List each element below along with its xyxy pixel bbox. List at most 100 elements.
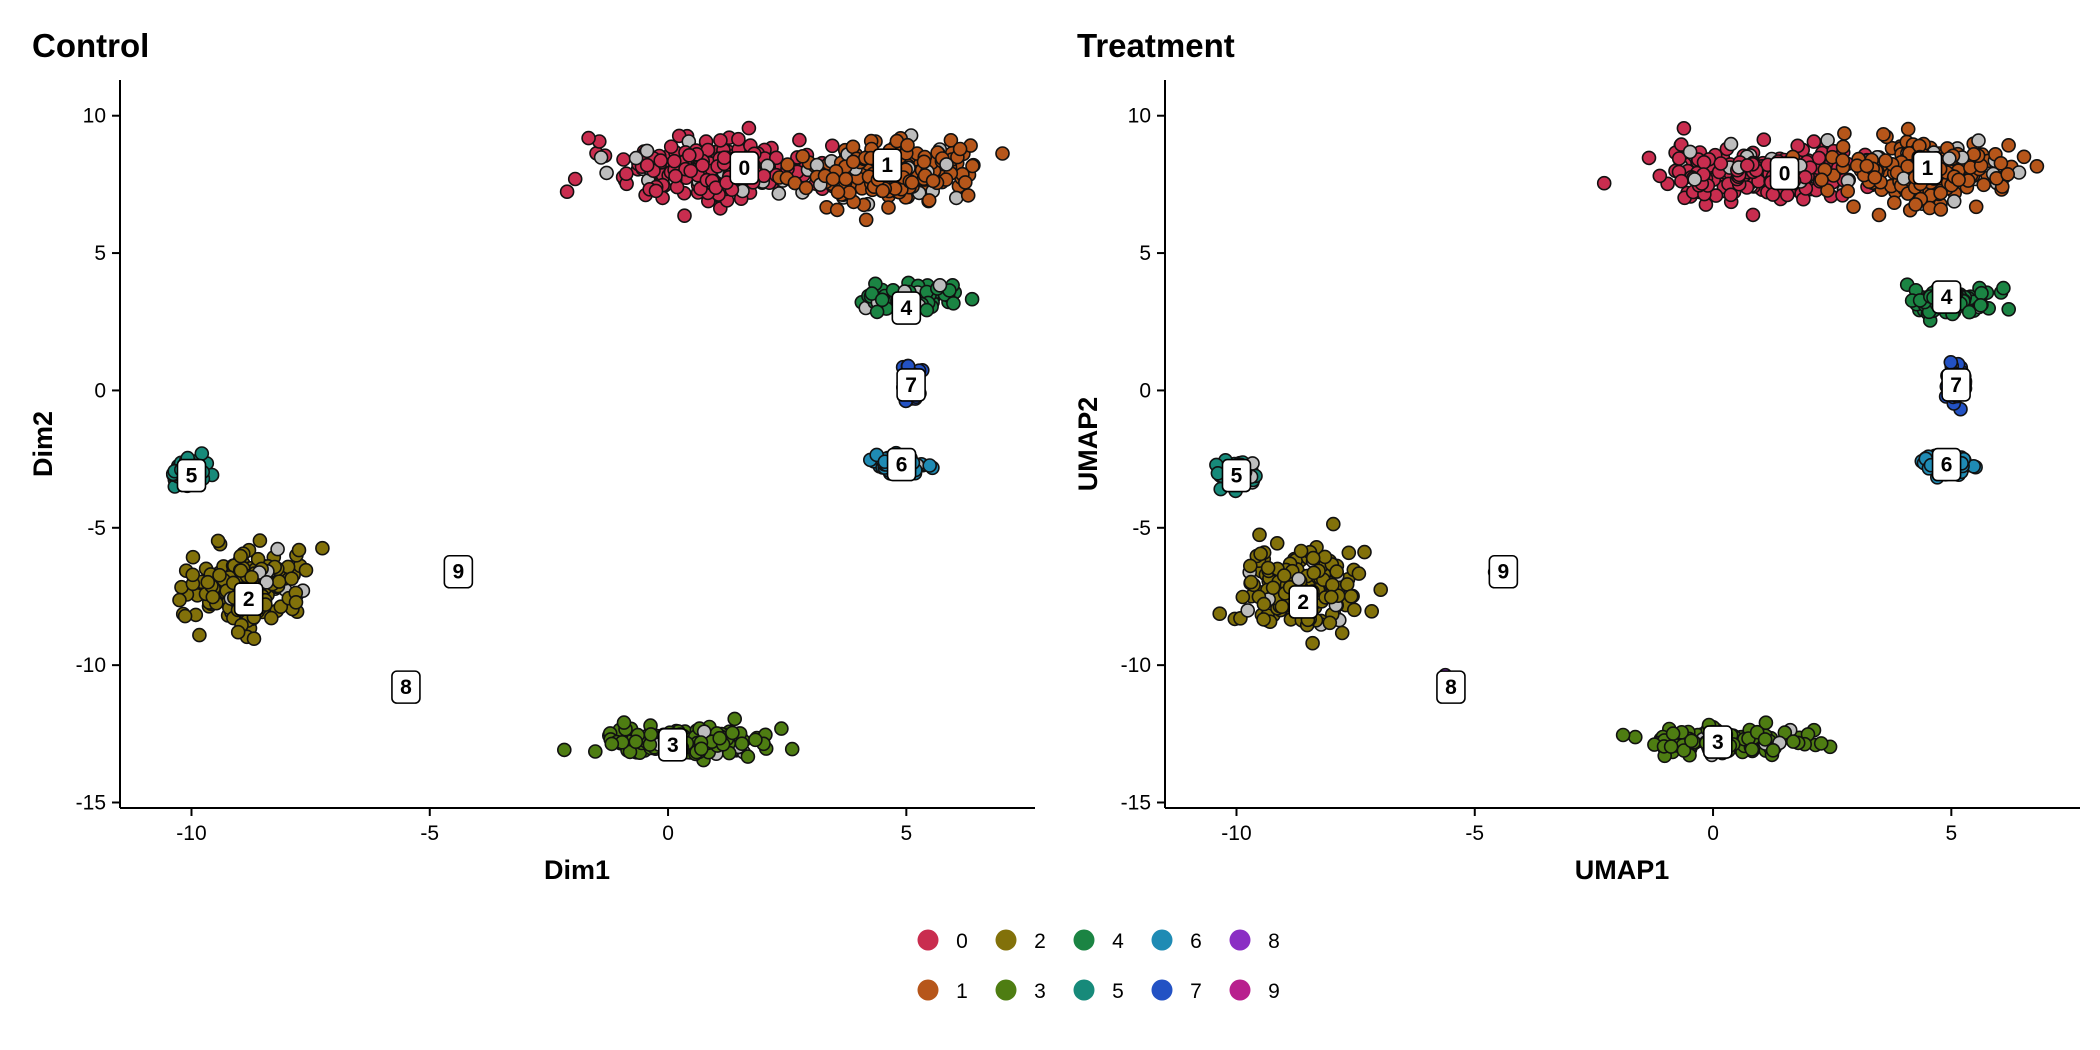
legend-swatch (917, 979, 939, 1001)
data-point-cluster-0 (1596, 175, 1612, 191)
data-point-cluster-2 (172, 592, 187, 608)
legend-label: 3 (1034, 980, 1046, 1003)
x-tick-label: -10 (1221, 822, 1251, 845)
data-point-cluster-0 (1780, 187, 1795, 203)
data-point-cluster-3 (774, 721, 789, 736)
data-point-cluster-4 (1973, 297, 1988, 313)
legend-swatch (995, 979, 1017, 1001)
y-tick-label: 0 (1139, 379, 1151, 402)
data-point-cluster-1 (2001, 138, 2016, 153)
cluster-label-box (886, 447, 917, 482)
cluster-label-3: 3 (1703, 725, 1733, 759)
y-tick-label: -10 (1121, 654, 1151, 677)
data-point-cluster-1 (948, 190, 964, 206)
data-point-cluster-1 (1846, 199, 1861, 214)
data-point-cluster-3 (1758, 715, 1774, 731)
cluster-label-8: 8 (391, 670, 421, 704)
data-point-cluster-2 (1212, 606, 1227, 622)
data-point-cluster-1 (943, 133, 959, 148)
data-point-cluster-2 (1339, 577, 1355, 592)
data-point-cluster-1 (829, 202, 845, 218)
cluster-label-text: 0 (738, 157, 750, 180)
data-point-cluster-0 (716, 150, 732, 165)
data-point-cluster-2 (200, 574, 216, 590)
cluster-label-text: 7 (1950, 374, 1962, 397)
data-point-cluster-2 (1256, 596, 1272, 612)
data-point-cluster-2 (1243, 574, 1259, 590)
data-point-cluster-0 (648, 183, 664, 199)
cluster-label-box (443, 554, 474, 589)
data-point-cluster-4 (919, 302, 935, 318)
data-point-cluster-1 (1814, 172, 1829, 188)
data-point-cluster-2 (291, 542, 307, 558)
data-point-cluster-4 (869, 304, 885, 320)
cluster-label-box (729, 151, 760, 185)
legend-swatch (1229, 979, 1251, 1001)
data-point-cluster-3 (1786, 734, 1801, 749)
data-point-cluster-4 (2001, 301, 2016, 317)
data-point-cluster-1 (881, 200, 896, 215)
cluster-label-text: 3 (667, 734, 679, 757)
data-point-cluster-1 (960, 188, 976, 203)
data-point-cluster-1 (1933, 202, 1949, 217)
cluster-label-4: 4 (891, 291, 922, 325)
cluster-label-0: 0 (729, 151, 760, 185)
data-point-cluster-2 (1293, 543, 1309, 559)
data-point-cluster-1 (2029, 159, 2045, 174)
data-point-cluster-3 (1615, 727, 1631, 743)
panel-title-treatment: Treatment (1077, 27, 1235, 64)
data-point-cluster-1 (1946, 194, 1962, 209)
data-point-cluster-2 (233, 548, 248, 564)
points-control (165, 120, 1010, 768)
y-tick-label: 5 (94, 242, 106, 265)
cluster-label-text: 4 (1941, 286, 1953, 309)
data-point-cluster-3 (1744, 742, 1760, 757)
data-point-cluster-1 (1976, 177, 1991, 193)
legend-label: 6 (1190, 930, 1202, 953)
data-point-cluster-2 (1347, 602, 1362, 618)
cluster-label-box (658, 728, 688, 762)
data-point-cluster-0 (668, 168, 683, 184)
legend-swatch (1073, 979, 1095, 1001)
data-point-cluster-2 (315, 540, 330, 556)
cluster-label-4: 4 (1931, 280, 1962, 314)
data-point-cluster-0 (683, 163, 699, 179)
cluster-label-2: 2 (1288, 585, 1319, 619)
data-point-cluster-3 (643, 727, 659, 742)
cluster-label-box (1931, 447, 1962, 482)
legend-label: 5 (1112, 980, 1124, 1003)
y-tick-label: -10 (76, 654, 106, 677)
data-point-cluster-2 (212, 567, 227, 583)
cluster-label-2: 2 (233, 582, 264, 617)
legend-swatch (1151, 979, 1173, 1001)
legend-item-2: 2 (995, 929, 1046, 953)
data-point-cluster-0 (768, 150, 784, 166)
cluster-label-text: 4 (900, 297, 912, 320)
data-point-cluster-3 (740, 749, 756, 764)
data-point-cluster-2 (210, 533, 226, 549)
legend-item-4: 4 (1073, 929, 1124, 953)
cluster-label-text: 1 (1922, 157, 1934, 180)
y-tick-label: 10 (1128, 105, 1151, 128)
data-point-cluster-2 (1256, 612, 1271, 627)
cluster-label-text: 2 (1297, 591, 1309, 614)
data-point-cluster-2 (1343, 588, 1359, 604)
data-point-cluster-2 (1351, 566, 1367, 581)
data-point-cluster-2 (288, 594, 304, 610)
cluster-label-box (233, 582, 264, 617)
data-point-cluster-2 (1329, 564, 1344, 579)
data-point-cluster-0 (677, 208, 692, 223)
cluster-label-text: 8 (1445, 676, 1457, 699)
y-ticks-control: -15 -10 -5 0 5 10 (76, 105, 120, 815)
data-point-cluster-0 (599, 165, 614, 181)
y-tick-label: -15 (1121, 792, 1151, 815)
data-point-cluster-2 (1364, 603, 1379, 619)
data-point-cluster-0 (1723, 136, 1739, 152)
cluster-label-text: 1 (881, 154, 893, 177)
data-point-cluster-2 (1269, 535, 1285, 551)
data-point-cluster-2 (1240, 603, 1255, 618)
data-point-cluster-1 (952, 141, 968, 157)
cluster-label-5: 5 (176, 458, 207, 493)
data-point-cluster-0 (1674, 173, 1689, 189)
